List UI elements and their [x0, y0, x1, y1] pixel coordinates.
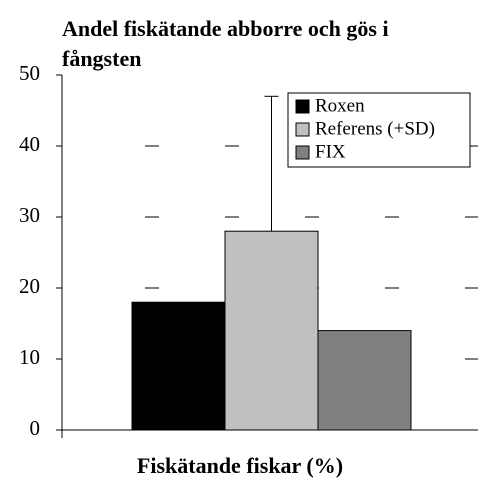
y-tick-label: 0: [30, 416, 41, 440]
y-tick-label: 30: [19, 203, 40, 227]
y-tick-label: 10: [19, 345, 40, 369]
bar: [131, 301, 226, 431]
legend-swatch: [295, 99, 310, 114]
bar: [224, 230, 319, 431]
y-tick-label: 40: [19, 132, 40, 156]
legend-label: Roxen: [315, 95, 365, 116]
chart-title: Andel fiskätande abborre och gös i fångs…: [62, 16, 389, 71]
y-tick-label: 50: [19, 61, 40, 85]
x-axis-label: Fiskätande fiskar (%): [137, 453, 343, 478]
legend-swatch: [295, 145, 310, 160]
legend-label: FIX: [315, 141, 346, 162]
bar: [317, 330, 412, 431]
legend-box: [287, 92, 471, 168]
legend-label: Referens (+SD): [315, 118, 435, 139]
legend-swatch: [295, 122, 310, 137]
y-tick-label: 20: [19, 274, 40, 298]
